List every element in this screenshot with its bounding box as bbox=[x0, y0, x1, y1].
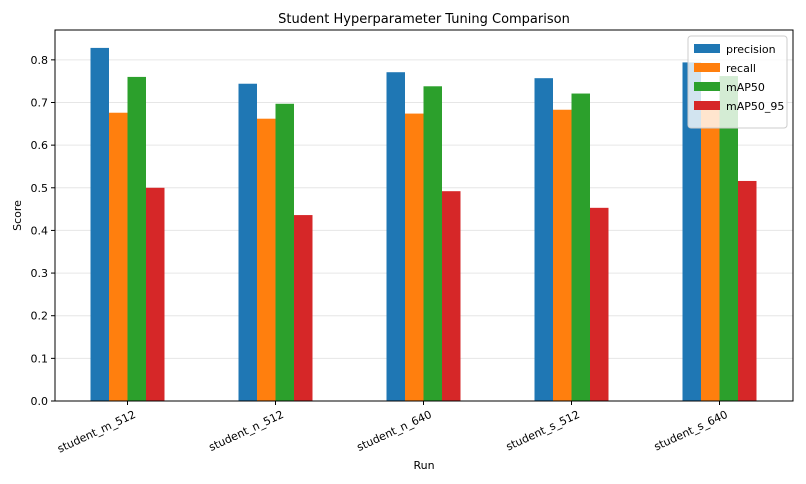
bar-precision-student_s_640 bbox=[682, 62, 701, 402]
y-tick-label: 0.2 bbox=[31, 310, 49, 323]
bar-mAP50-student_n_512 bbox=[275, 103, 294, 401]
legend: precision recall mAP50 mAP50_95 bbox=[687, 35, 788, 129]
legend-swatch-mAP50 bbox=[694, 82, 720, 91]
y-tick-label: 0.3 bbox=[31, 267, 49, 280]
bar-mAP50-student_s_640 bbox=[719, 76, 738, 401]
legend-swatch-precision bbox=[694, 44, 720, 53]
y-tick-label: 0.6 bbox=[31, 139, 49, 152]
bar-recall-student_n_640 bbox=[405, 113, 424, 402]
y-tick-label: 0.7 bbox=[31, 96, 49, 109]
bar-recall-student_s_512 bbox=[553, 109, 572, 401]
legend-label-precision: precision bbox=[726, 43, 776, 56]
bars bbox=[90, 47, 757, 402]
bar-mAP50_95-student_s_512 bbox=[590, 207, 609, 401]
bar-precision-student_s_512 bbox=[534, 78, 553, 402]
bar-mAP50_95-student_n_640 bbox=[442, 191, 461, 401]
bar-mAP50-student_s_512 bbox=[571, 93, 590, 402]
y-tick-label: 0.0 bbox=[31, 395, 49, 408]
bar-recall-student_n_512 bbox=[257, 118, 276, 401]
legend-label-recall: recall bbox=[726, 62, 756, 75]
bar-precision-student_n_640 bbox=[386, 72, 405, 402]
y-axis-label: Score bbox=[11, 200, 24, 231]
y-tick-label: 0.5 bbox=[31, 182, 49, 195]
y-tick-label: 0.8 bbox=[31, 54, 49, 67]
bar-precision-student_n_512 bbox=[238, 83, 257, 402]
bar-mAP50_95-student_m_512 bbox=[146, 187, 165, 401]
x-axis-label: Run bbox=[413, 459, 434, 472]
legend-label-mAP50: mAP50 bbox=[726, 81, 765, 94]
bar-mAP50-student_m_512 bbox=[127, 76, 146, 401]
bar-mAP50_95-student_n_512 bbox=[294, 215, 313, 401]
bar-mAP50-student_n_640 bbox=[423, 86, 442, 401]
y-tick-label: 0.4 bbox=[31, 224, 49, 237]
legend-swatch-recall bbox=[694, 63, 720, 72]
y-axis-ticks: 0.0 0.1 0.2 0.3 0.4 0.5 0.6 0.7 0.8 bbox=[31, 54, 55, 408]
y-tick-label: 0.1 bbox=[31, 352, 49, 365]
bar-precision-student_m_512 bbox=[90, 47, 109, 402]
bar-recall-student_m_512 bbox=[109, 112, 128, 402]
chart-title: Student Hyperparameter Tuning Comparison bbox=[278, 12, 570, 27]
legend-swatch-mAP50_95 bbox=[694, 101, 720, 110]
bar-recall-student_s_640 bbox=[701, 109, 720, 402]
legend-label-mAP50_95: mAP50_95 bbox=[726, 100, 784, 113]
bar-mAP50_95-student_s_640 bbox=[738, 180, 757, 401]
